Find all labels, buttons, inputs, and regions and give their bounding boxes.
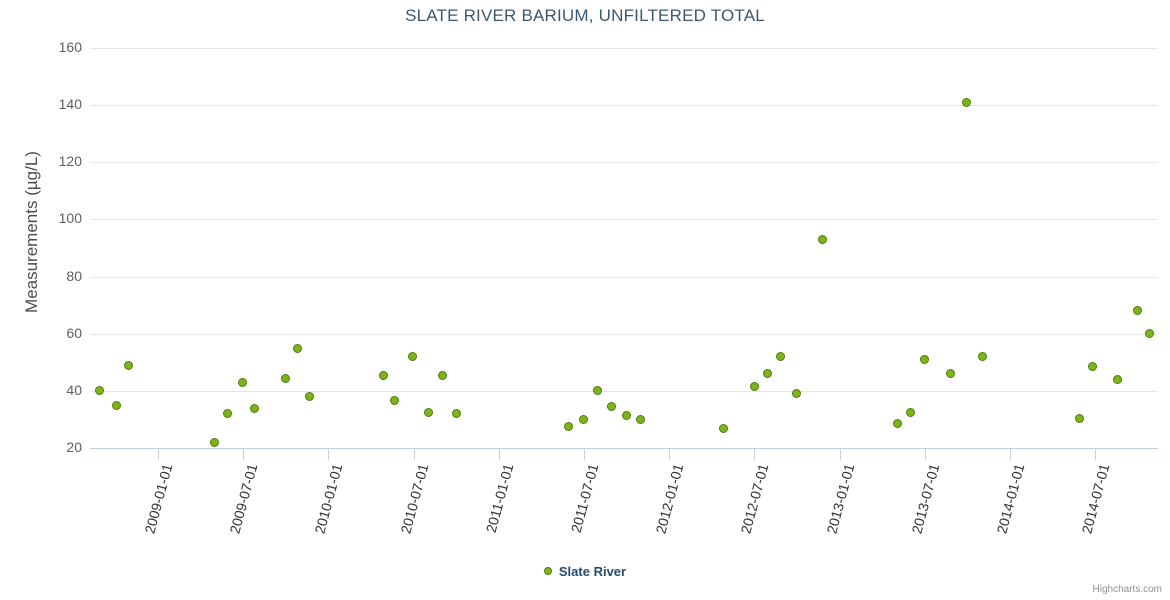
plot-area xyxy=(90,48,1158,448)
gridline xyxy=(90,276,1158,278)
data-point[interactable] xyxy=(919,354,929,364)
data-point[interactable] xyxy=(209,437,219,447)
data-point[interactable] xyxy=(1087,362,1097,372)
data-point[interactable] xyxy=(635,414,645,424)
gridline xyxy=(90,105,1158,107)
data-point[interactable] xyxy=(389,396,399,406)
credits-label[interactable]: Highcharts.com xyxy=(1092,584,1162,595)
data-point[interactable] xyxy=(578,414,588,424)
x-axis-tick-label: 2009-07-01 xyxy=(226,462,261,536)
x-axis-tick-label: 2009-01-01 xyxy=(141,462,176,536)
data-point[interactable] xyxy=(249,403,259,413)
data-point[interactable] xyxy=(977,352,987,362)
data-point[interactable] xyxy=(222,409,232,419)
data-point[interactable] xyxy=(945,369,955,379)
data-point[interactable] xyxy=(606,402,616,412)
legend[interactable]: Slate River xyxy=(0,563,1170,579)
data-point[interactable] xyxy=(451,409,461,419)
x-axis-tick-label: 2014-07-01 xyxy=(1078,462,1113,536)
gridline xyxy=(90,219,1158,221)
x-axis-tick-label: 2013-01-01 xyxy=(823,462,858,536)
data-point[interactable] xyxy=(1112,374,1122,384)
data-point[interactable] xyxy=(905,407,915,417)
data-point[interactable] xyxy=(94,386,104,396)
x-axis-tick-mark xyxy=(1095,449,1097,460)
gridline xyxy=(90,333,1158,335)
data-point[interactable] xyxy=(961,97,971,107)
data-point[interactable] xyxy=(563,422,573,432)
data-point[interactable] xyxy=(892,419,902,429)
x-axis-tick-label: 2011-07-01 xyxy=(567,462,602,535)
x-axis-tick-mark xyxy=(839,449,841,460)
x-axis-tick-mark xyxy=(584,449,585,460)
x-axis-tick-label: 2012-07-01 xyxy=(737,462,772,536)
x-axis-tick-label: 2013-07-01 xyxy=(908,462,943,536)
y-axis-tick-label: 40 xyxy=(66,381,82,398)
data-point[interactable] xyxy=(817,234,827,244)
x-axis-tick-mark xyxy=(1010,449,1011,460)
data-point[interactable] xyxy=(762,369,772,379)
data-point[interactable] xyxy=(775,352,785,362)
data-point[interactable] xyxy=(407,352,417,362)
x-axis-tick-label: 2011-01-01 xyxy=(482,462,517,535)
legend-marker-icon xyxy=(543,566,552,575)
gridline xyxy=(90,162,1158,164)
data-point[interactable] xyxy=(378,370,388,380)
data-point[interactable] xyxy=(718,423,728,433)
y-axis-tick-label: 120 xyxy=(58,153,82,170)
data-point[interactable] xyxy=(423,407,433,417)
data-point[interactable] xyxy=(592,386,602,396)
legend-item-label[interactable]: Slate River xyxy=(558,564,627,580)
data-point[interactable] xyxy=(749,382,759,392)
data-point[interactable] xyxy=(437,370,447,380)
data-point[interactable] xyxy=(111,400,121,410)
data-point[interactable] xyxy=(280,373,290,383)
chart-title: SLATE RIVER BARIUM, UNFILTERED TOTAL xyxy=(405,6,765,25)
data-point[interactable] xyxy=(1132,306,1142,316)
x-axis-tick-mark xyxy=(328,449,330,460)
y-axis-tick-label: 60 xyxy=(66,324,82,341)
x-axis-tick-mark xyxy=(243,449,245,460)
x-axis-tick-label: 2012-01-01 xyxy=(652,462,687,536)
data-point[interactable] xyxy=(1144,329,1154,339)
data-point[interactable] xyxy=(791,389,801,399)
x-axis-line xyxy=(90,448,1158,449)
x-axis-tick-label: 2010-07-01 xyxy=(397,462,432,536)
y-axis-tick-label: 160 xyxy=(58,39,82,55)
data-point[interactable] xyxy=(123,360,133,370)
data-point[interactable] xyxy=(292,343,302,353)
y-axis-tick-label: 80 xyxy=(66,267,82,284)
data-point[interactable] xyxy=(1074,413,1084,423)
x-axis-tick-mark xyxy=(669,449,671,460)
data-point[interactable] xyxy=(621,410,631,420)
y-axis-title: Measurements (µg/L) xyxy=(22,151,41,313)
x-axis-tick-label: 2010-01-01 xyxy=(311,462,346,536)
x-axis-tick-mark xyxy=(413,449,415,460)
y-axis-tick-label: 100 xyxy=(58,210,82,227)
x-axis-tick-mark xyxy=(158,449,159,460)
gridline xyxy=(90,48,1158,49)
x-axis-tick-mark xyxy=(754,449,756,460)
x-axis-tick-mark xyxy=(924,449,926,460)
data-point[interactable] xyxy=(304,392,314,402)
data-point[interactable] xyxy=(237,377,247,387)
gridline xyxy=(90,390,1158,392)
y-axis-tick-label: 140 xyxy=(58,96,82,113)
y-axis-tick-label: 20 xyxy=(66,439,82,455)
x-axis-tick-label: 2014-01-01 xyxy=(993,462,1028,536)
x-axis-tick-mark xyxy=(498,449,500,460)
